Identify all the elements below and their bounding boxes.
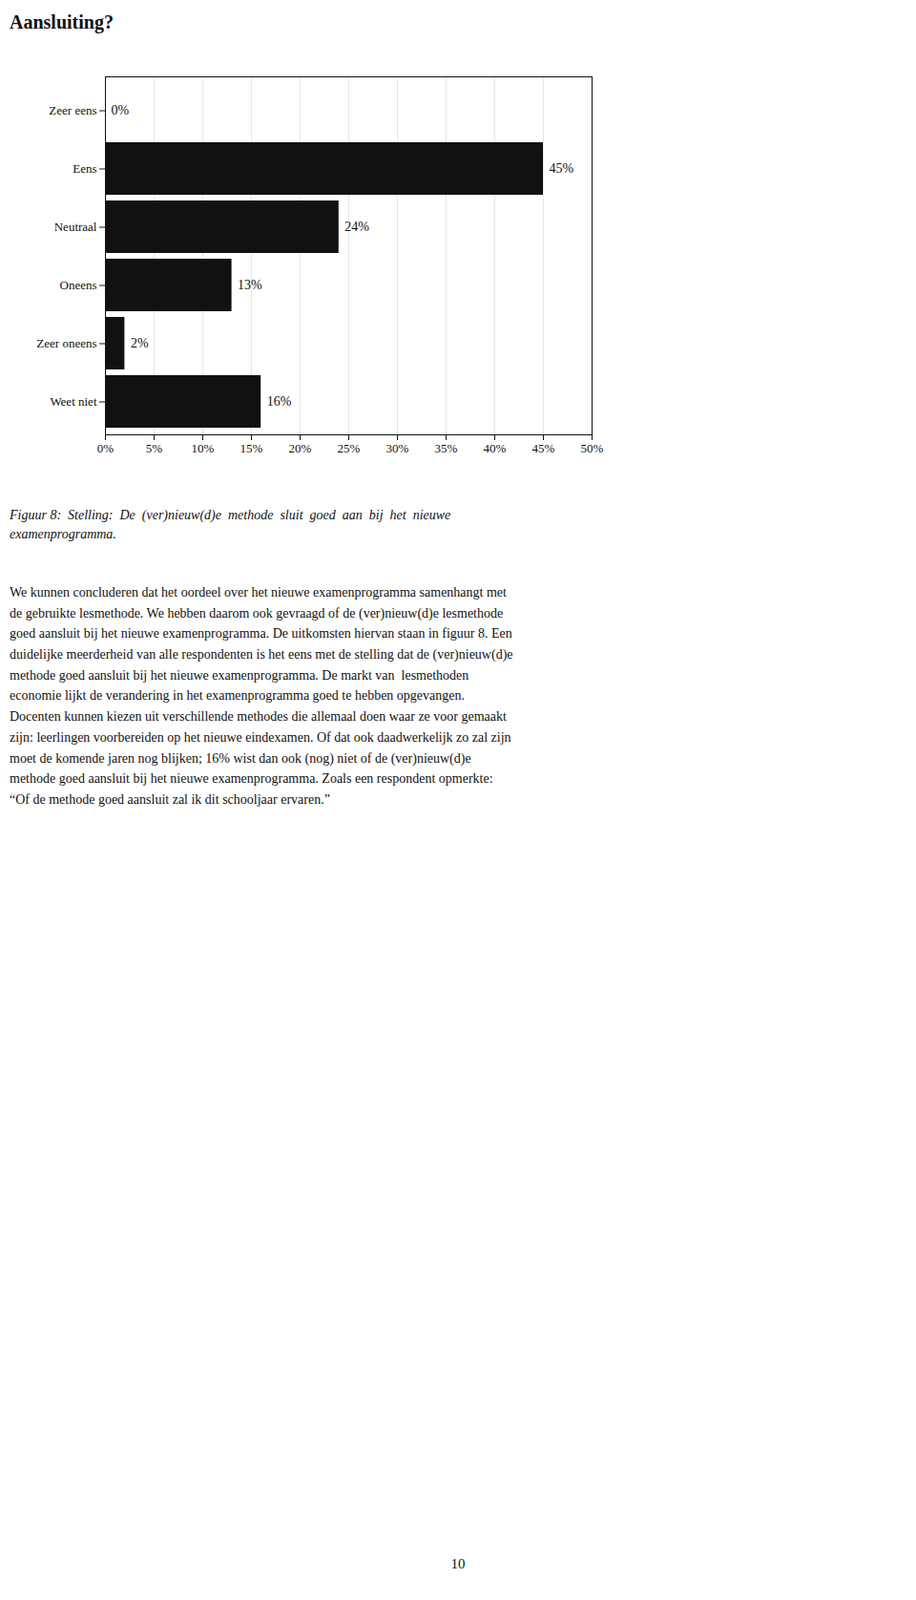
svg-text:16%: 16% xyxy=(267,394,292,409)
svg-text:20%: 20% xyxy=(289,440,313,456)
svg-text:Zeer oneens: Zeer oneens xyxy=(36,335,97,351)
html-text:“Of de methode goed aansluit z: “Of de methode goed aansluit zal ik dit … xyxy=(9,791,331,807)
html-text:Figuur 8: Stelling: De (ver)ni: Figuur 8: Stelling: De (ver)nieuw(d)e me… xyxy=(9,507,451,522)
svg-text:40%: 40% xyxy=(483,440,507,456)
html-text:moet de komende jaren nog blij: moet de komende jaren nog blijken; 16% w… xyxy=(9,750,471,765)
svg-text:10%: 10% xyxy=(191,440,215,456)
svg-text:Neutraal: Neutraal xyxy=(54,219,98,234)
svg-text:35%: 35% xyxy=(435,440,458,456)
svg-text:5%: 5% xyxy=(145,440,164,456)
html-text:examenprogramma.: examenprogramma. xyxy=(9,526,117,541)
html-text:10: 10 xyxy=(450,1555,466,1571)
html-text:de gebruikte lesmethode. We he: de gebruikte lesmethode. We hebben daaro… xyxy=(9,605,504,620)
html-text:goed aansluit bij het nieuwe e: goed aansluit bij het nieuwe examenprogr… xyxy=(9,626,513,641)
svg-text:13%: 13% xyxy=(237,277,263,292)
svg-text:45%: 45% xyxy=(532,440,556,456)
html-text:zijn: leerlingen voorbereiden: zijn: leerlingen voorbereiden op het nie… xyxy=(9,729,512,745)
svg-text:15%: 15% xyxy=(240,440,264,456)
html-text:duidelijke meerderheid van all: duidelijke meerderheid van alle responde… xyxy=(9,647,513,662)
svg-text:0%: 0% xyxy=(97,440,115,456)
svg-text:24%: 24% xyxy=(344,219,370,234)
svg-text:Zeer eens: Zeer eens xyxy=(48,103,97,118)
svg-text:30%: 30% xyxy=(386,440,410,456)
html-text:methode goed aansluit bij het: methode goed aansluit bij het nieuwe exa… xyxy=(9,667,469,683)
svg-text:Weet niet: Weet niet xyxy=(49,394,98,409)
svg-text:45%: 45% xyxy=(549,161,575,176)
html-text:methode goed aansluit bij het: methode goed aansluit bij het nieuwe exa… xyxy=(9,771,493,786)
html-text:We kunnen concluderen dat het: We kunnen concluderen dat het oordeel ov… xyxy=(9,584,507,600)
html-text:Docenten kunnen kiezen uit ver: Docenten kunnen kiezen uit verschillende… xyxy=(9,709,507,724)
svg-text:50%: 50% xyxy=(581,440,604,456)
svg-text:Oneens: Oneens xyxy=(60,277,98,292)
svg-text:2%: 2% xyxy=(130,335,149,351)
svg-text:0%: 0% xyxy=(111,103,130,118)
svg-text:25%: 25% xyxy=(337,440,361,456)
html-text:Aansluiting?: Aansluiting? xyxy=(9,11,114,33)
svg-text:Eens: Eens xyxy=(72,161,97,176)
html-text:economie lijkt de verandering: economie lijkt de verandering in het exa… xyxy=(9,688,465,703)
